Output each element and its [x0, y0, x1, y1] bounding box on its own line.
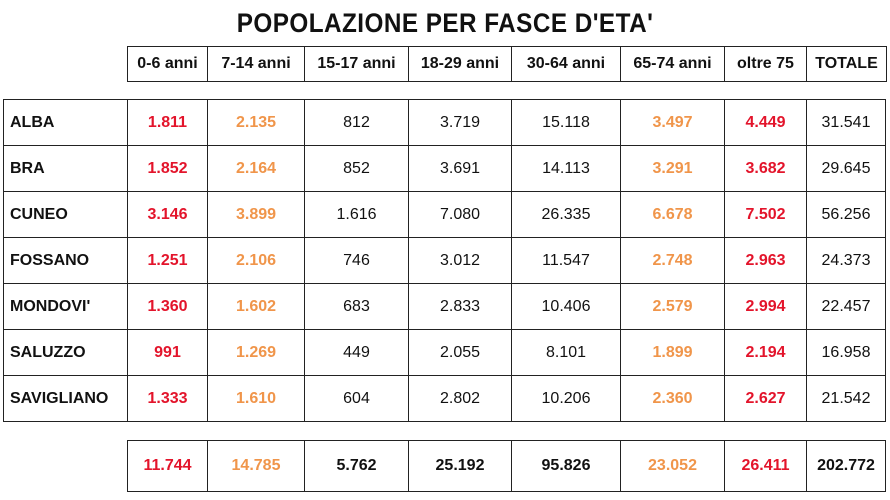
- totals-row: 11.744 14.785 5.762 25.192 95.826 23.052…: [127, 440, 886, 492]
- table-cell: 14.113: [511, 145, 621, 192]
- table-cell: 3.291: [620, 145, 725, 192]
- table-cell: 683: [304, 283, 409, 330]
- table-cell: 2.748: [620, 237, 725, 284]
- table-cell: 1.852: [127, 145, 208, 192]
- row-label: ALBA: [3, 99, 128, 146]
- table-cell: 2.627: [724, 375, 807, 422]
- table-row: ALBA 1.811 2.135 812 3.719 15.118 3.497 …: [3, 99, 886, 146]
- table-cell: 24.373: [806, 237, 886, 284]
- column-header-row: 0-6 anni 7-14 anni 15-17 anni 18-29 anni…: [127, 46, 887, 82]
- table-cell: 3.146: [127, 191, 208, 238]
- table-cell: 29.645: [806, 145, 886, 192]
- table-cell: 7.502: [724, 191, 807, 238]
- table-cell: 2.194: [724, 329, 807, 376]
- table-cell: 1.251: [127, 237, 208, 284]
- table-cell: 11.547: [511, 237, 621, 284]
- total-cell: 202.772: [806, 440, 886, 492]
- column-header: oltre 75: [725, 47, 807, 81]
- table-cell: 1.360: [127, 283, 208, 330]
- total-cell: 5.762: [304, 440, 409, 492]
- table-cell: 56.256: [806, 191, 886, 238]
- table-cell: 6.678: [620, 191, 725, 238]
- table-cell: 10.206: [511, 375, 621, 422]
- table-cell: 1.333: [127, 375, 208, 422]
- table-row: BRA 1.852 2.164 852 3.691 14.113 3.291 3…: [3, 145, 886, 192]
- row-label: CUNEO: [3, 191, 128, 238]
- row-label: SALUZZO: [3, 329, 128, 376]
- table-cell: 10.406: [511, 283, 621, 330]
- table-row: FOSSANO 1.251 2.106 746 3.012 11.547 2.7…: [3, 237, 886, 284]
- table-cell: 3.682: [724, 145, 807, 192]
- table-cell: 3.719: [408, 99, 512, 146]
- table-cell: 16.958: [806, 329, 886, 376]
- row-label: MONDOVI': [3, 283, 128, 330]
- table-cell: 449: [304, 329, 409, 376]
- table-cell: 2.802: [408, 375, 512, 422]
- table-cell: 2.360: [620, 375, 725, 422]
- table-cell: 3.497: [620, 99, 725, 146]
- total-cell: 26.411: [724, 440, 807, 492]
- table-cell: 991: [127, 329, 208, 376]
- table-cell: 4.449: [724, 99, 807, 146]
- table-cell: 1.610: [207, 375, 305, 422]
- table-cell: 15.118: [511, 99, 621, 146]
- row-label: FOSSANO: [3, 237, 128, 284]
- column-header: 7-14 anni: [208, 47, 305, 81]
- total-cell: 11.744: [127, 440, 208, 492]
- table-cell: 2.106: [207, 237, 305, 284]
- table-cell: 8.101: [511, 329, 621, 376]
- table-cell: 3.012: [408, 237, 512, 284]
- column-header: 30-64 anni: [512, 47, 621, 81]
- table-cell: 1.269: [207, 329, 305, 376]
- total-cell: 23.052: [620, 440, 725, 492]
- table-cell: 2.833: [408, 283, 512, 330]
- total-cell: 14.785: [207, 440, 305, 492]
- column-header: TOTALE: [815, 55, 878, 72]
- table-row: SALUZZO 991 1.269 449 2.055 8.101 1.899 …: [3, 329, 886, 376]
- column-header: 65-74 anni: [621, 47, 725, 81]
- table-cell: 7.080: [408, 191, 512, 238]
- table-cell: 3.691: [408, 145, 512, 192]
- table-cell: 604: [304, 375, 409, 422]
- table-cell: 1.811: [127, 99, 208, 146]
- page-title: POPOLAZIONE PER FASCE D'ETA': [236, 8, 654, 38]
- table-cell: 1.899: [620, 329, 725, 376]
- table-cell: 2.055: [408, 329, 512, 376]
- table-cell: 2.579: [620, 283, 725, 330]
- table-cell: 852: [304, 145, 409, 192]
- row-label: BRA: [3, 145, 128, 192]
- table-cell: 1.602: [207, 283, 305, 330]
- table-cell: 2.963: [724, 237, 807, 284]
- table-row: MONDOVI' 1.360 1.602 683 2.833 10.406 2.…: [3, 283, 886, 330]
- column-header: 0-6 anni: [128, 47, 208, 81]
- column-header: 15-17 anni: [305, 47, 409, 81]
- table-row: CUNEO 3.146 3.899 1.616 7.080 26.335 6.6…: [3, 191, 886, 238]
- total-cell: 25.192: [408, 440, 512, 492]
- table-cell: 2.135: [207, 99, 305, 146]
- table-cell: 1.616: [304, 191, 409, 238]
- table-cell: 26.335: [511, 191, 621, 238]
- table-row: SAVIGLIANO 1.333 1.610 604 2.802 10.206 …: [3, 375, 886, 422]
- table-cell: 3.899: [207, 191, 305, 238]
- row-label: SAVIGLIANO: [3, 375, 128, 422]
- column-header: 18-29 anni: [409, 47, 512, 81]
- table-cell: 2.994: [724, 283, 807, 330]
- table-cell: 2.164: [207, 145, 305, 192]
- table-cell: 812: [304, 99, 409, 146]
- table-cell: 22.457: [806, 283, 886, 330]
- population-table: ALBA 1.811 2.135 812 3.719 15.118 3.497 …: [3, 99, 886, 422]
- table-cell: 31.541: [806, 99, 886, 146]
- table-cell: 21.542: [806, 375, 886, 422]
- table-cell: 746: [304, 237, 409, 284]
- total-cell: 95.826: [511, 440, 621, 492]
